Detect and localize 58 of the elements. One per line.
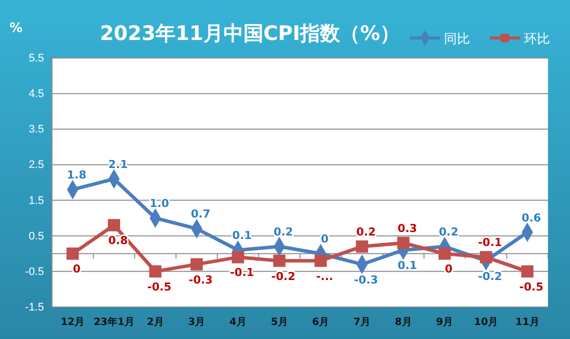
- legend-label: 同比: [444, 32, 470, 47]
- data-label: 0.2: [356, 226, 376, 239]
- data-label: -0.3: [188, 273, 213, 286]
- data-label: 0.8: [108, 234, 128, 248]
- point: [314, 254, 327, 267]
- data-label: 0.3: [398, 222, 418, 235]
- data-label: -0.2: [271, 270, 296, 283]
- x-tick-label: 11月: [515, 317, 540, 328]
- data-label: -...: [316, 270, 334, 283]
- x-tick-label: 10月: [474, 317, 498, 328]
- y-axis-title: %: [9, 21, 23, 36]
- data-label: 1.8: [66, 168, 86, 182]
- x-tick-label: 5月: [270, 317, 288, 328]
- data-label: 0.7: [190, 208, 210, 221]
- data-label: 0.2: [438, 226, 458, 239]
- y-tick-label: 0.5: [28, 230, 44, 242]
- y-tick-label: -0.5: [25, 266, 44, 278]
- point: [273, 254, 286, 267]
- x-tick-label: 4月: [230, 317, 246, 328]
- data-label: -0.3: [354, 273, 378, 286]
- data-label: 0: [444, 262, 453, 276]
- x-tick-label: 3月: [188, 317, 206, 328]
- point: [108, 219, 120, 232]
- y-tick-label: 1.5: [28, 194, 44, 207]
- y-tick-label: 3.5: [28, 124, 44, 136]
- x-tick-label: 2月: [146, 317, 164, 328]
- data-label: 0: [72, 262, 81, 276]
- y-tick-label: 4.5: [28, 88, 44, 100]
- y-tick-label: -1.5: [25, 302, 44, 314]
- chart-title: 2023年11月中国CPI指数（%）: [100, 21, 400, 45]
- legend-label: 环比: [524, 32, 550, 47]
- data-label: 0.6: [522, 211, 542, 224]
- x-tick-label: 6月: [312, 317, 330, 328]
- y-tick-label: 2.5: [28, 159, 44, 172]
- point: [397, 236, 410, 250]
- data-label: 0.1: [398, 259, 418, 272]
- data-label: 0.2: [274, 226, 294, 239]
- x-tick-label: 12月: [60, 317, 85, 328]
- x-tick-label: 9月: [436, 317, 454, 328]
- point: [438, 248, 451, 260]
- x-tick-label: 8月: [394, 317, 412, 328]
- data-label: -0.2: [478, 270, 502, 283]
- point: [356, 240, 368, 253]
- point: [149, 265, 162, 278]
- data-label: 1.0: [150, 197, 170, 210]
- point: [190, 258, 203, 270]
- x-tick-label: 7月: [354, 317, 370, 328]
- point: [232, 251, 244, 264]
- data-label: 0: [320, 232, 329, 246]
- point: [521, 265, 534, 278]
- data-label: -0.5: [147, 280, 172, 294]
- point: [480, 251, 492, 264]
- data-label: -0.1: [230, 266, 254, 280]
- data-label: -0.1: [478, 236, 502, 250]
- data-label: -0.5: [519, 280, 544, 294]
- y-tick-label: 5.5: [28, 52, 44, 65]
- x-tick-label: 23年1月: [94, 316, 134, 328]
- point: [66, 248, 79, 260]
